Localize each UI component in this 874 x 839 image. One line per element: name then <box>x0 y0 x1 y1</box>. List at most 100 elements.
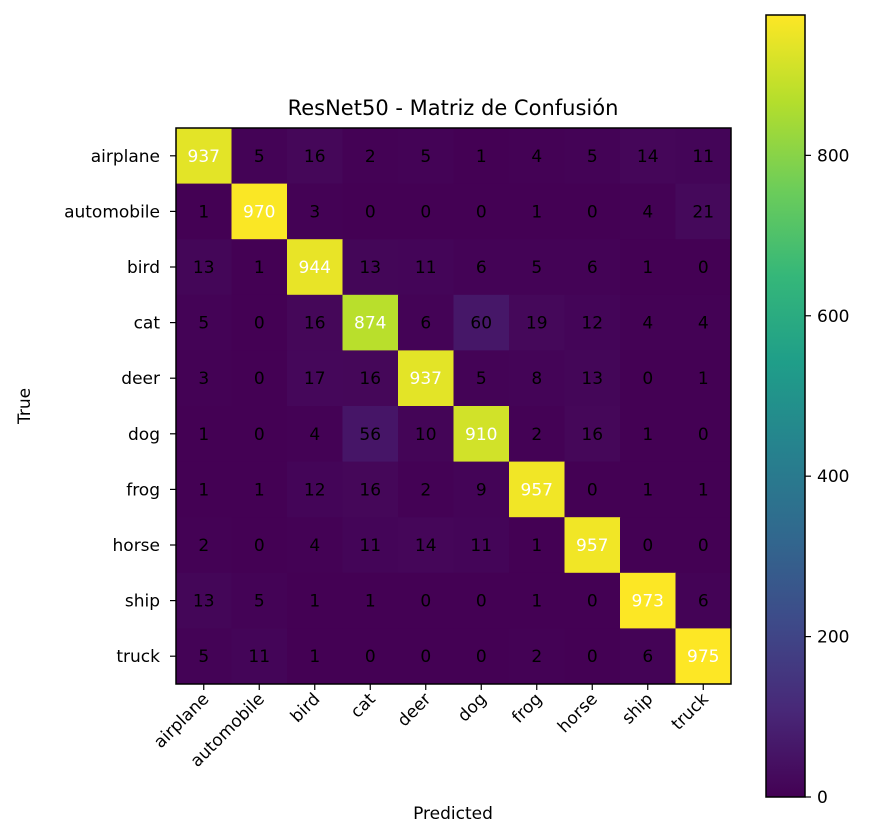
heatmap-cell <box>231 128 288 185</box>
y-tick-label: ship <box>125 592 160 612</box>
cell-value-label: 16 <box>581 425 603 445</box>
cell-value-label: 937 <box>188 147 220 167</box>
x-tick-label: deer <box>394 689 436 731</box>
y-tick-label: horse <box>113 536 160 556</box>
cell-value-label: 6 <box>642 647 653 667</box>
cell-value-label: 1 <box>642 258 653 278</box>
heatmap-cell <box>509 628 565 685</box>
cell-value-label: 16 <box>304 147 326 167</box>
heatmap-cell <box>509 183 565 240</box>
cell-value-label: 0 <box>254 314 265 334</box>
cell-value-label: 2 <box>420 480 431 500</box>
cell-value-label: 5 <box>254 147 265 167</box>
heatmap-cell <box>453 572 510 629</box>
heatmap-cell <box>675 128 732 185</box>
heatmap-cell <box>620 406 676 463</box>
cell-value-label: 11 <box>248 647 270 667</box>
x-tick-label: truck <box>668 689 713 734</box>
heatmap-cell <box>231 517 288 574</box>
heatmap-cell <box>453 183 510 240</box>
heatmap-cells <box>176 128 732 685</box>
y-tick-label: cat <box>134 314 161 334</box>
cell-value-label: 970 <box>243 202 275 222</box>
cell-value-label: 4 <box>309 536 320 556</box>
cell-value-label: 0 <box>587 202 598 222</box>
heatmap-cell <box>453 628 510 685</box>
cell-value-label: 6 <box>587 258 598 278</box>
heatmap-cell <box>176 239 232 296</box>
cell-value-label: 2 <box>531 647 542 667</box>
heatmap-cell <box>176 628 232 685</box>
x-tick-label: dog <box>454 689 491 726</box>
heatmap-cell <box>564 628 621 685</box>
heatmap-cell <box>675 183 732 240</box>
cell-value-label: 19 <box>526 314 548 334</box>
x-tick-label: bird <box>287 689 324 726</box>
heatmap-cell <box>287 350 343 407</box>
heatmap-cell <box>176 128 232 185</box>
heatmap-cell <box>564 517 621 574</box>
heatmap-cell <box>398 183 454 240</box>
cell-value-label: 3 <box>198 369 209 389</box>
heatmap-cell <box>398 517 454 574</box>
cell-value-label: 2 <box>531 425 542 445</box>
heatmap-cell <box>231 572 288 629</box>
cell-value-label: 1 <box>642 480 653 500</box>
heatmap-cell <box>342 183 399 240</box>
cell-value-label: 3 <box>309 202 320 222</box>
x-tick-label: horse <box>554 689 602 737</box>
cell-value-label: 0 <box>365 647 376 667</box>
cell-value-label: 1 <box>198 425 209 445</box>
y-axis-ticks: airplane automobile bird cat deer dog frog hors… <box>64 147 176 667</box>
y-tick-label: bird <box>127 258 160 278</box>
heatmap-cell <box>342 239 399 296</box>
heatmap-cell <box>287 572 343 629</box>
cell-value-label: 0 <box>587 647 598 667</box>
heatmap-cell <box>231 183 288 240</box>
cell-value-label: 5 <box>587 147 598 167</box>
heatmap-cell <box>342 406 399 463</box>
cell-value-label: 0 <box>587 480 598 500</box>
cell-value-label: 14 <box>637 147 659 167</box>
cell-value-label: 975 <box>687 647 719 667</box>
heatmap-cell <box>398 239 454 296</box>
heatmap-cell <box>620 461 676 518</box>
cell-value-label: 1 <box>698 480 709 500</box>
heatmap-cell <box>231 294 288 351</box>
heatmap-cell <box>564 239 621 296</box>
heatmap-cell <box>287 461 343 518</box>
heatmap-cell <box>398 406 454 463</box>
cell-value-label: 11 <box>359 536 381 556</box>
cell-value-label: 1 <box>309 592 320 612</box>
cell-value-label: 16 <box>304 314 326 334</box>
y-tick-label: automobile <box>64 202 160 222</box>
heatmap-cell <box>564 183 621 240</box>
heatmap-cell <box>620 350 676 407</box>
y-tick-label: deer <box>121 369 160 389</box>
y-tick-label: truck <box>116 647 160 667</box>
cell-value-label: 2 <box>365 147 376 167</box>
cell-value-label: 937 <box>410 369 442 389</box>
heatmap-cell <box>287 128 343 185</box>
heatmap-cell <box>453 294 510 351</box>
cell-value-label: 11 <box>415 258 437 278</box>
heatmap-cell <box>564 572 621 629</box>
heatmap-cell <box>620 239 676 296</box>
cell-value-label: 16 <box>359 369 381 389</box>
cell-value-label: 0 <box>420 647 431 667</box>
heatmap-cell <box>398 350 454 407</box>
x-tick-label: cat <box>347 689 380 722</box>
heatmap-cell <box>398 128 454 185</box>
heatmap-cell <box>564 406 621 463</box>
cell-value-label: 16 <box>359 480 381 500</box>
heatmap-cell <box>620 183 676 240</box>
cell-value-label: 5 <box>198 647 209 667</box>
heatmap-cell <box>675 461 732 518</box>
heatmap-cell <box>398 628 454 685</box>
heatmap-cell <box>620 517 676 574</box>
heatmap-cell <box>398 572 454 629</box>
cell-value-label: 1 <box>698 369 709 389</box>
heatmap-cell <box>509 294 565 351</box>
cell-value-label: 973 <box>632 592 664 612</box>
heatmap-cell <box>176 572 232 629</box>
